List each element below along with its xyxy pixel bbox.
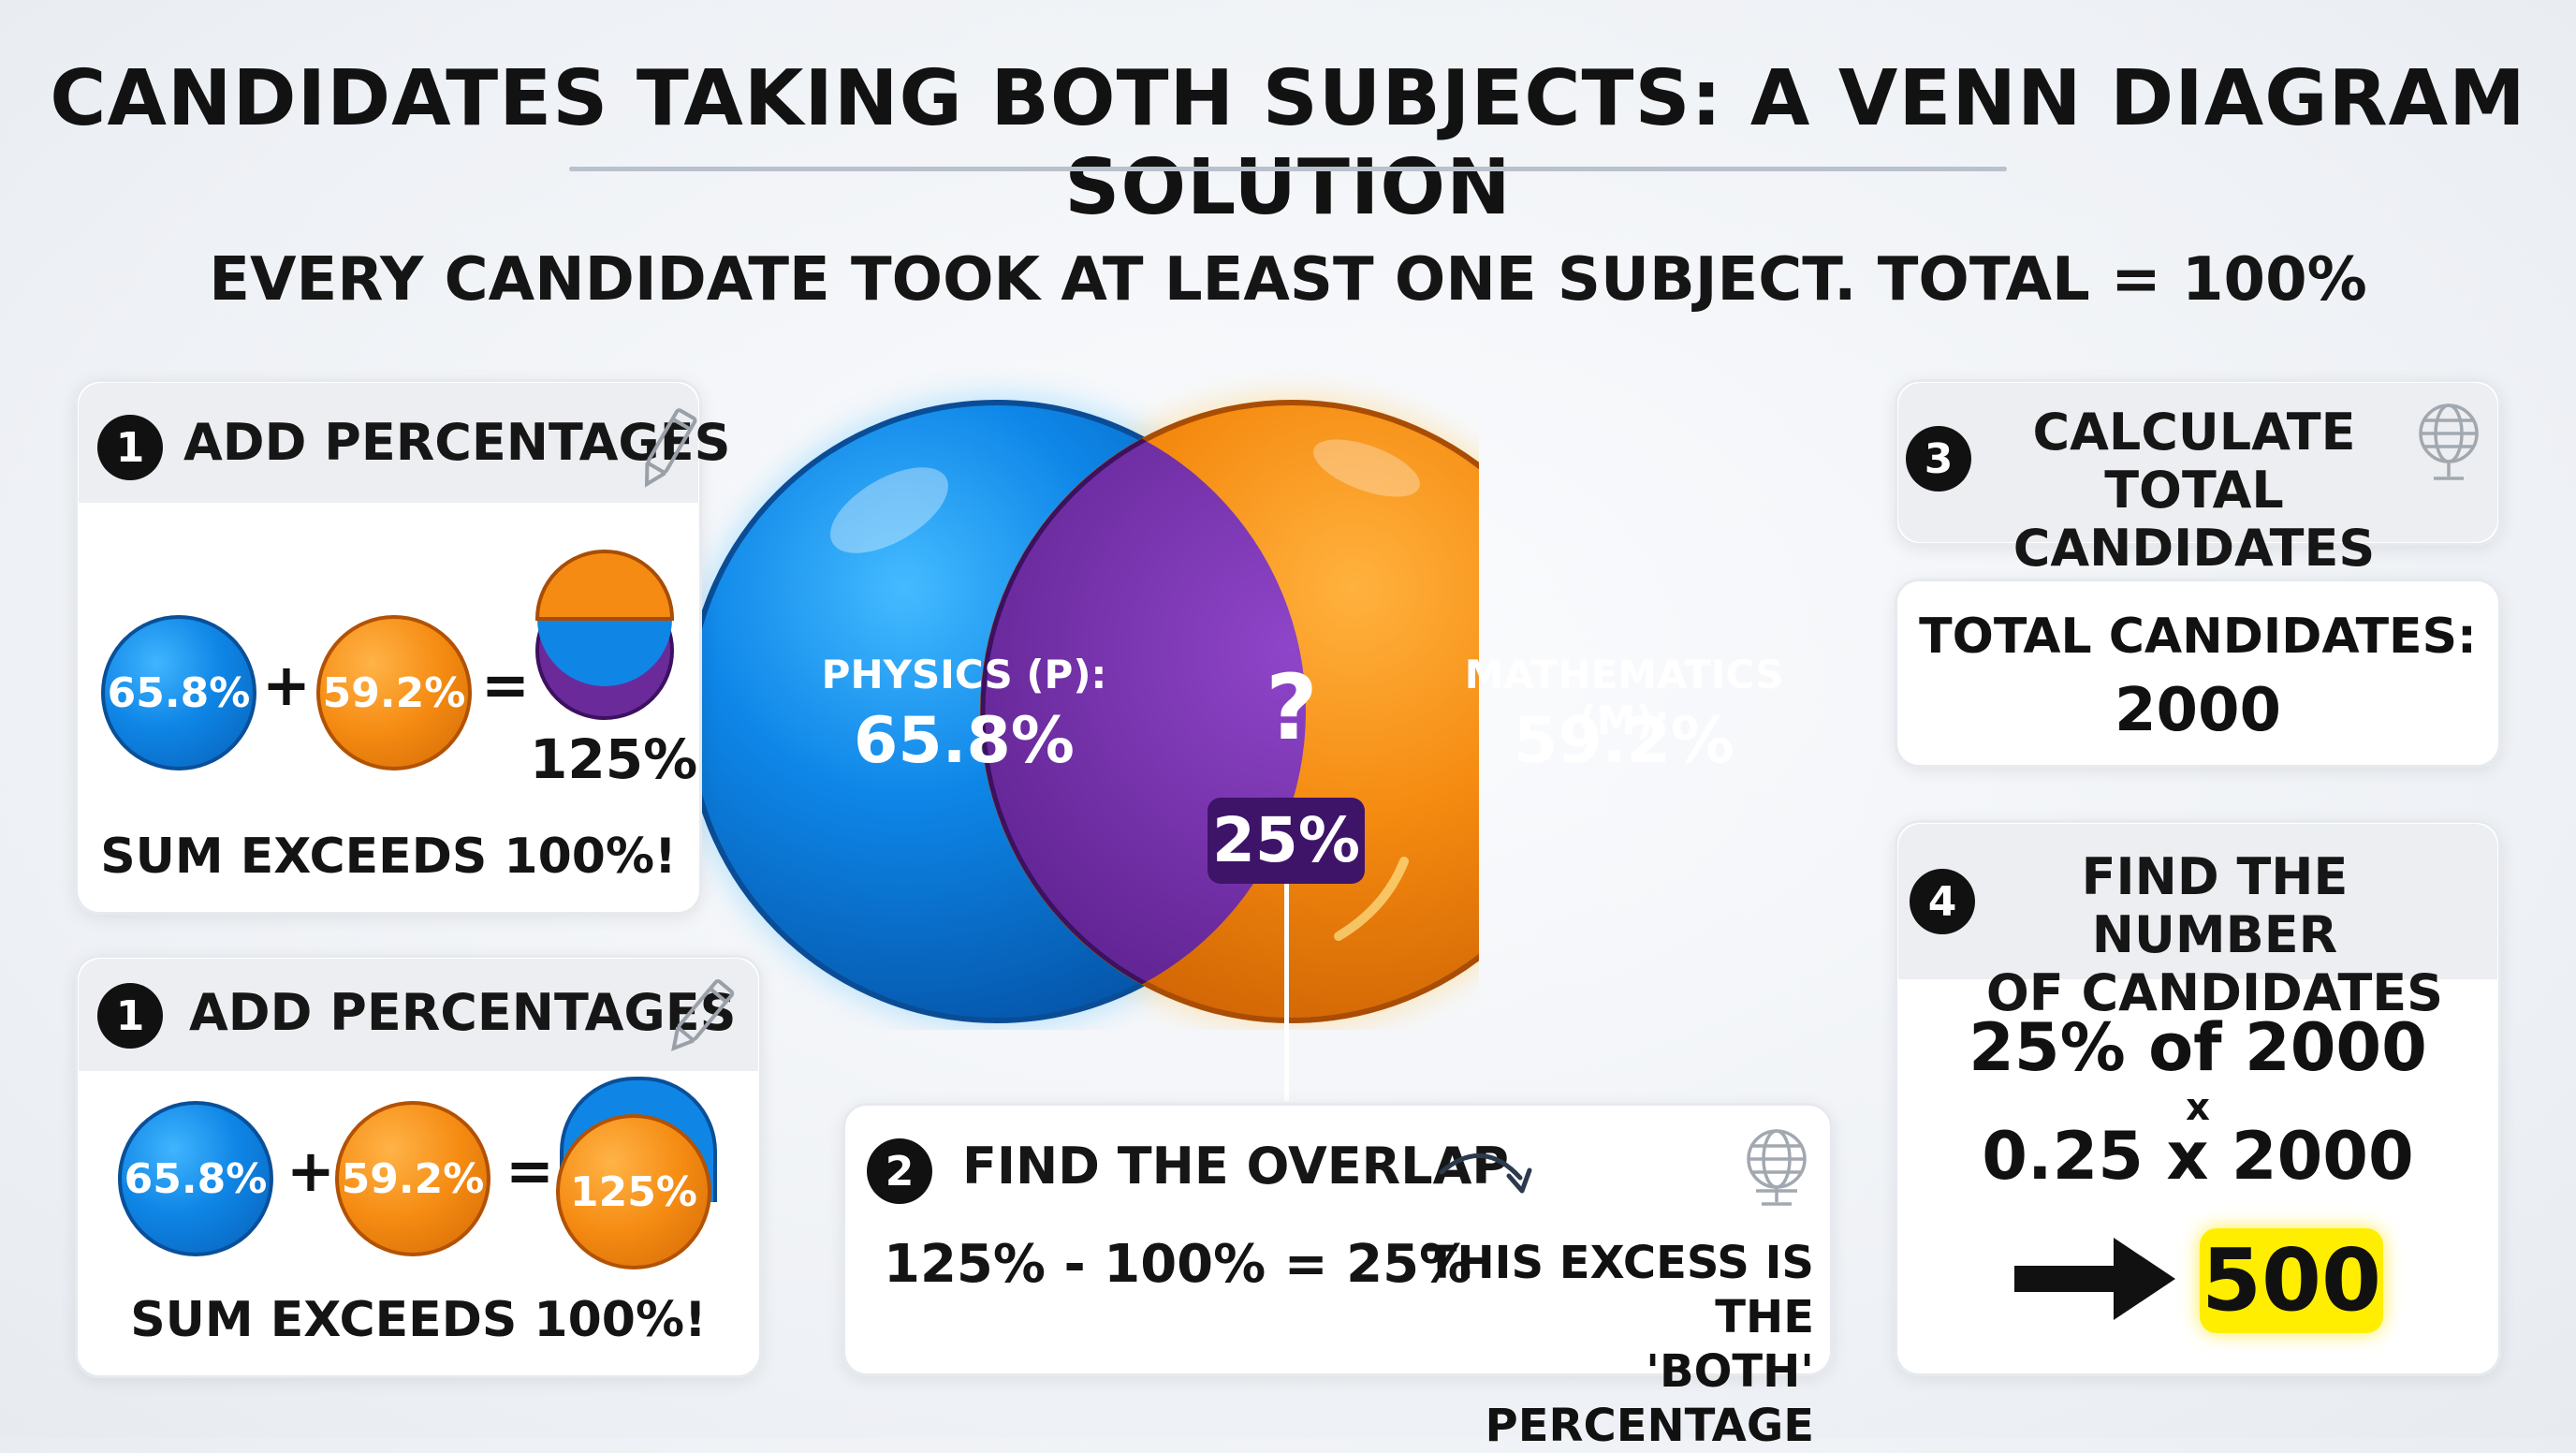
mathematics-ball: 59.2%	[335, 1101, 490, 1256]
step4-card: 4 FIND THE NUMBER OF CANDIDATES 25% of 2…	[1895, 820, 2501, 1376]
step1-heading: ADD PERCENTAGES	[183, 413, 731, 472]
step-number-badge: 2	[867, 1138, 932, 1204]
step2-card: 2 FIND THE OVERLAP 125% - 100% = 25% THI…	[842, 1103, 1833, 1452]
physics-label: PHYSICS (P):	[821, 652, 1107, 697]
arrow-right-icon	[2014, 1238, 2175, 1320]
physics-ball: 65.8%	[118, 1101, 273, 1256]
page-title: CANDIDATES TAKING BOTH SUBJECTS: A VENN …	[50, 54, 2526, 232]
final-answer: 500	[2200, 1228, 2383, 1333]
overlap-region	[980, 403, 1306, 1020]
step2-heading: FIND THE OVERLAP	[962, 1137, 1510, 1196]
plus-sign: +	[286, 1137, 335, 1205]
step3-heading: CALCULATE TOTAL CANDIDATES	[1979, 404, 2409, 578]
mathematics-value: 59.2%	[1514, 704, 1734, 778]
step4-heading: FIND THE NUMBER OF CANDIDATES	[1981, 848, 2449, 1022]
calc-times: x	[2186, 1086, 2210, 1129]
title-divider	[569, 167, 2007, 171]
sum-exceeds-note: SUM EXCEEDS 100%!	[100, 829, 677, 885]
curved-arrow-icon	[1439, 1152, 1532, 1194]
mathematics-label: MATHEMATICS (M):	[1464, 652, 1784, 743]
sum-result-ball: 125%	[556, 1114, 711, 1270]
overlap-value-badge: 25%	[1208, 798, 1365, 884]
overlap-question-mark: ?	[1266, 655, 1318, 760]
overlap-explanation: THIS EXCESS IS THE 'BOTH' PERCENTAGE	[1374, 1236, 1814, 1453]
physics-value: 65.8%	[854, 704, 1075, 778]
step3-heading-line2: CANDIDATES	[2012, 519, 2376, 578]
sum-result: 125%	[530, 727, 698, 791]
step3-card: 3 CALCULATE TOTAL CANDIDATES	[1895, 379, 2501, 578]
overlap-note-line2: 'BOTH' PERCENTAGE	[1485, 1345, 1814, 1452]
calc-line2: 0.25 x 2000	[1982, 1118, 2414, 1195]
step4-heading-line1: FIND THE NUMBER	[2081, 847, 2349, 964]
pencil-icon	[644, 408, 697, 488]
globe-icon	[2419, 404, 2479, 480]
total-candidates-label: TOTAL CANDIDATES:	[1919, 609, 2477, 665]
overlap-note-line1: THIS EXCESS IS THE	[1426, 1237, 1814, 1343]
overlap-equation: 125% - 100% = 25%	[884, 1234, 1472, 1295]
equals-sign: =	[481, 651, 530, 719]
mathematics-ball: 59.2%	[316, 615, 472, 771]
plus-sign: +	[262, 651, 311, 719]
step1-card-bottom: 1 ADD PERCENTAGES 65.8% + 59.2% = 125% S…	[75, 955, 762, 1378]
overlap-callout-line	[1284, 884, 1289, 1101]
step-number-badge: 4	[1910, 869, 1975, 934]
total-candidates-value: 2000	[2114, 676, 2282, 745]
total-candidates-card: TOTAL CANDIDATES: 2000	[1895, 579, 2501, 768]
step4-heading-line2: OF CANDIDATES	[1985, 963, 2444, 1022]
step3-heading-line1: CALCULATE TOTAL	[2032, 403, 2356, 520]
step-number-badge: 1	[97, 983, 163, 1049]
step-number-badge: 1	[97, 415, 163, 480]
pencil-icon	[671, 978, 735, 1051]
physics-ball: 65.8%	[101, 615, 256, 771]
step1-card-top: 1 ADD PERCENTAGES 65.8% + 59.2% = 125% S…	[75, 379, 731, 915]
page-subtitle: EVERY CANDIDATE TOOK AT LEAST ONE SUBJEC…	[209, 245, 2367, 315]
globe-icon	[1747, 1129, 1807, 1206]
calc-line1: 25% of 2000	[1969, 1009, 2427, 1086]
step-number-badge: 3	[1906, 426, 1971, 492]
equals-sign: =	[505, 1137, 554, 1205]
combined-ball-icon	[534, 550, 675, 720]
step1-heading: ADD PERCENTAGES	[189, 983, 737, 1042]
sum-exceeds-note: SUM EXCEEDS 100%!	[130, 1292, 707, 1348]
